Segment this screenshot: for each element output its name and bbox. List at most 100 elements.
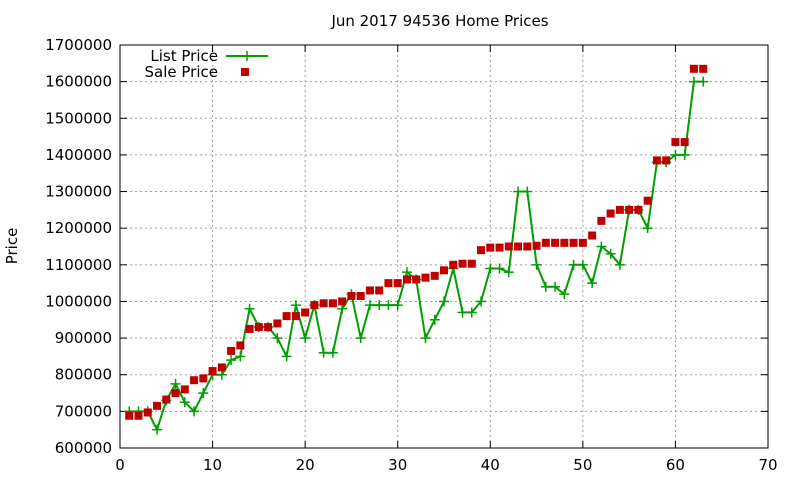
sale-price-point [634, 205, 643, 214]
grid-lines [120, 45, 768, 448]
list-price-point [235, 351, 246, 362]
x-tick-label-4: 40 [481, 456, 500, 474]
sale-price-point [393, 279, 402, 288]
list-price-point [457, 307, 468, 318]
y-tick-label-0: 600000 [55, 439, 112, 457]
sale-price-point [245, 324, 254, 333]
y-tick-label-7: 1300000 [45, 183, 112, 201]
y-tick-label-2: 800000 [55, 366, 112, 384]
list-price-point [605, 248, 616, 259]
sale-price-point [180, 385, 189, 394]
sale-price-point [190, 376, 199, 385]
list-price-point [226, 355, 237, 366]
list-price-point [577, 259, 588, 270]
list-price-point [429, 314, 440, 325]
y-tick-label-8: 1400000 [45, 146, 112, 164]
sale-price-point [291, 312, 300, 321]
y-axis-label: Price [3, 228, 21, 265]
sale-price-point [467, 259, 476, 268]
sale-price-point [134, 411, 143, 420]
sale-price-point [319, 299, 328, 308]
list-price-point [485, 263, 496, 274]
list-price-point [494, 263, 505, 274]
legend: List Price Sale Price [145, 47, 268, 81]
list-price-point [439, 296, 449, 307]
list-price-point [374, 300, 385, 311]
data-series [124, 64, 709, 435]
list-price-point [503, 267, 514, 278]
sale-price-point [171, 389, 180, 398]
sale-price-point [504, 242, 513, 251]
sale-price-point [477, 246, 486, 255]
y-tick-label-5: 1100000 [45, 256, 112, 274]
sale-price-point [643, 196, 652, 205]
list-price-point [466, 307, 477, 318]
list-price-point [189, 406, 200, 417]
list-price-point [688, 76, 699, 87]
x-tick-label-7: 70 [758, 456, 777, 474]
sale-price-point [301, 308, 310, 317]
sale-price-point [671, 138, 680, 147]
sale-price-point [588, 231, 597, 240]
sale-price-point [402, 275, 411, 284]
y-tick-label-9: 1500000 [45, 109, 112, 127]
y-tick-label-1: 700000 [55, 402, 112, 420]
list-price-point [272, 333, 283, 344]
list-price-point [281, 351, 292, 362]
sale-price-point [412, 275, 421, 284]
list-price-point [355, 333, 366, 344]
list-price-point [170, 378, 181, 389]
sale-price-point [458, 259, 467, 268]
y-tick-label-11: 1700000 [45, 36, 112, 54]
list-price-point [300, 333, 311, 344]
list-price-point [522, 186, 533, 197]
sale-price-point [560, 238, 569, 247]
sale-price-point [689, 64, 698, 73]
list-price-point [587, 278, 598, 289]
sale-price-point [162, 395, 171, 404]
x-tick-label-2: 20 [296, 456, 315, 474]
list-price-point [596, 241, 607, 252]
list-price-point [513, 186, 524, 197]
list-price-point [244, 303, 255, 314]
list-price-point [670, 149, 681, 160]
sale-price-point [384, 279, 393, 288]
sale-price-point [421, 273, 430, 282]
sale-price-point [495, 243, 504, 252]
y-tick-label-6: 1200000 [45, 219, 112, 237]
sale-price-point [514, 242, 523, 251]
y-tick-label-4: 1000000 [45, 292, 112, 310]
legend-label-sale-price: Sale Price [145, 63, 218, 81]
sale-price-point [652, 156, 661, 165]
y-tick-labels: 600000 700000 800000 900000 1000000 1100000 12… [45, 36, 112, 457]
sale-price-point [254, 323, 263, 332]
sale-price-point [486, 243, 495, 252]
axes [119, 44, 769, 449]
legend-swatch-list-price [226, 51, 268, 61]
sale-price-point [606, 209, 615, 218]
sale-price-point [153, 401, 162, 410]
list-price-point [198, 388, 209, 399]
sale-price-point [208, 367, 217, 376]
list-price-point [383, 300, 394, 311]
x-tick-label-5: 50 [573, 456, 592, 474]
list-price-point [420, 333, 431, 344]
sale-price-point [680, 138, 689, 147]
sale-price-point [541, 238, 550, 247]
y-tick-label-10: 1600000 [45, 73, 112, 91]
sale-price-point [227, 346, 236, 355]
sale-price-point [338, 297, 347, 306]
sale-price-point [375, 286, 384, 295]
legend-label-list-price: List Price [150, 47, 218, 65]
sale-price-point [125, 411, 134, 420]
sale-price-point [430, 271, 439, 280]
sale-price-point [264, 323, 273, 332]
sale-price-point [328, 299, 337, 308]
list-price-point [152, 424, 163, 435]
sale-price-point [569, 238, 578, 247]
x-tick-label-3: 30 [388, 456, 407, 474]
list-price-point [679, 149, 690, 160]
list-price-point [179, 397, 190, 408]
list-price-point [476, 296, 487, 307]
